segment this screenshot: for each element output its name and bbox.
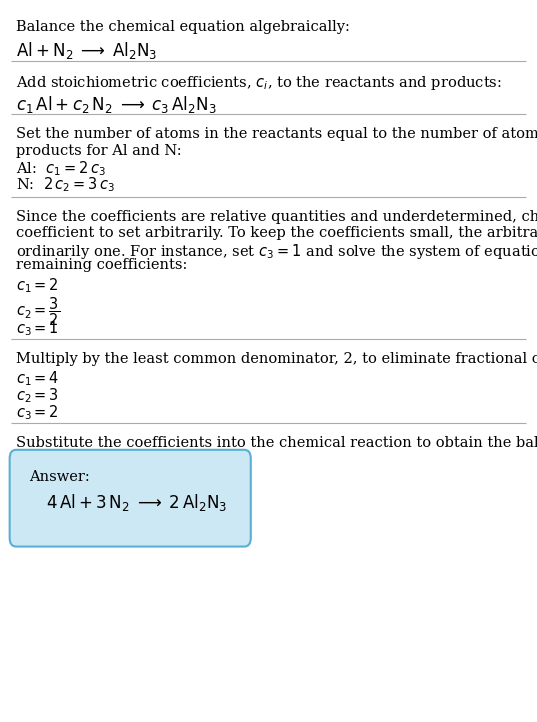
Text: Multiply by the least common denominator, 2, to eliminate fractional coefficient: Multiply by the least common denominator…: [16, 352, 537, 366]
Text: products for Al and N:: products for Al and N:: [16, 144, 182, 157]
Text: Answer:: Answer:: [30, 470, 90, 484]
Text: coefficient to set arbitrarily. To keep the coefficients small, the arbitrary va: coefficient to set arbitrarily. To keep …: [16, 226, 537, 240]
Text: Set the number of atoms in the reactants equal to the number of atoms in the: Set the number of atoms in the reactants…: [16, 127, 537, 141]
Text: $c_1 = 2$: $c_1 = 2$: [16, 276, 59, 295]
Text: Add stoichiometric coefficients, $c_i$, to the reactants and products:: Add stoichiometric coefficients, $c_i$, …: [16, 74, 502, 92]
Text: $\mathrm{Al + N_2 \;\longrightarrow\; Al_2N_3}$: $\mathrm{Al + N_2 \;\longrightarrow\; Al…: [16, 40, 157, 61]
Text: Al:  $c_1 = 2\,c_3$: Al: $c_1 = 2\,c_3$: [16, 160, 106, 178]
Text: $c_1\,\mathrm{Al} + c_2\,\mathrm{N_2} \;\longrightarrow\; c_3\,\mathrm{Al_2N_3}$: $c_1\,\mathrm{Al} + c_2\,\mathrm{N_2} \;…: [16, 94, 217, 115]
Text: $c_2 = 3$: $c_2 = 3$: [16, 386, 59, 405]
Text: N:  $2\,c_2 = 3\,c_3$: N: $2\,c_2 = 3\,c_3$: [16, 175, 115, 194]
Text: equation:: equation:: [16, 452, 86, 466]
Text: $4\,\mathrm{Al} + 3\,\mathrm{N_2} \;\longrightarrow\; 2\,\mathrm{Al_2N_3}$: $4\,\mathrm{Al} + 3\,\mathrm{N_2} \;\lon…: [46, 492, 227, 513]
Text: $c_1 = 4$: $c_1 = 4$: [16, 370, 60, 388]
Text: $c_3 = 2$: $c_3 = 2$: [16, 403, 59, 422]
Text: ordinarily one. For instance, set $c_3 = 1$ and solve the system of equations fo: ordinarily one. For instance, set $c_3 =…: [16, 242, 537, 261]
FancyBboxPatch shape: [10, 450, 251, 547]
Text: Since the coefficients are relative quantities and underdetermined, choose a: Since the coefficients are relative quan…: [16, 210, 537, 224]
Text: Substitute the coefficients into the chemical reaction to obtain the balanced: Substitute the coefficients into the che…: [16, 436, 537, 450]
Text: $c_3 = 1$: $c_3 = 1$: [16, 319, 59, 338]
Text: $c_2 = \dfrac{3}{2}$: $c_2 = \dfrac{3}{2}$: [16, 295, 60, 328]
Text: remaining coefficients:: remaining coefficients:: [16, 258, 187, 271]
Text: Balance the chemical equation algebraically:: Balance the chemical equation algebraica…: [16, 20, 350, 34]
